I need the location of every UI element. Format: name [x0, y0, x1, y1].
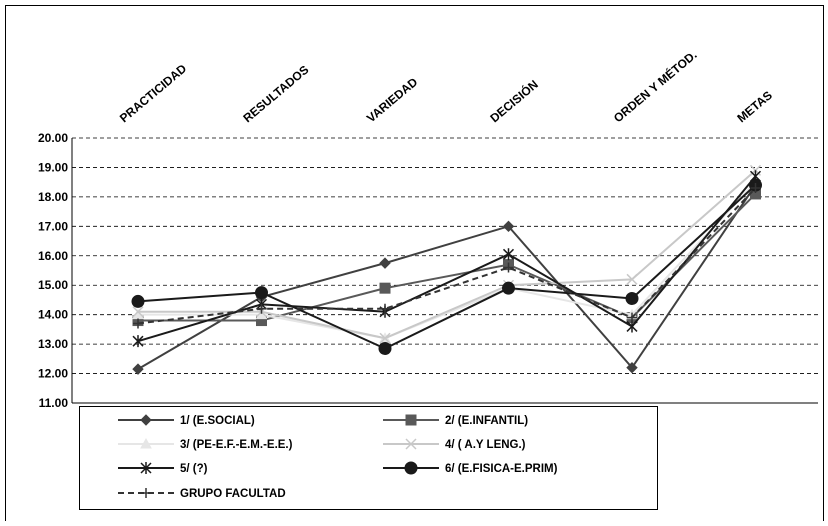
legend-swatch-marker [405, 438, 417, 450]
y-tick-label: 14.00 [38, 308, 68, 322]
point-6-e-fisica-e-prim-decision [502, 281, 515, 295]
series-line-grupo-facultad [137, 187, 757, 325]
point-5-decision [502, 248, 515, 261]
point-grupo-facultad-metas [750, 183, 761, 194]
legend-label: 5/ (?) [180, 463, 208, 475]
legend-item-3-pe-e-f-e-m-e-e: 3/ (PE-E.F.-E.M.-E.E.) [118, 437, 293, 451]
point-4-a-y-leng-practicidad [132, 306, 144, 318]
legend-item-2-e-infantil: 2/ (E.INFANTIL) [383, 414, 528, 427]
category-label-resultados: RESULTADOS [240, 63, 311, 126]
series-line-2-e-infantil [138, 193, 757, 322]
point-6-e-fisica-e-prim-practicidad [131, 294, 145, 308]
point-6-e-fisica-e-prim-resultados [255, 286, 268, 300]
y-tick-label: 19.00 [38, 160, 68, 174]
series-2-e-infantil [132, 188, 761, 327]
point-2-e-infantil-variedad [379, 282, 391, 294]
series-line-3-pe-e-f-e-m-e-e [138, 181, 757, 340]
legend-label: 6/ (E.FISICA-E.PRIM) [445, 463, 558, 475]
legend-item-6-e-fisica-e-prim: 6/ (E.FISICA-E.PRIM) [383, 461, 558, 475]
y-tick-label: 18.00 [38, 190, 68, 204]
legend-swatch-marker [140, 462, 152, 474]
point-6-e-fisica-e-prim-orden-y-metod [625, 291, 639, 305]
category-label-orden-y-metod: ORDEN Y MÉTOD. [610, 47, 699, 125]
legend-box [79, 406, 658, 510]
series-line-5 [137, 175, 757, 343]
category-label-decision: DECISIÓN [487, 77, 541, 126]
y-tick-label: 11.00 [39, 396, 69, 410]
y-tick-label: 13.00 [38, 337, 68, 351]
y-tick-label: 15.00 [38, 278, 68, 292]
point-1-e-social-orden-y-metod [626, 361, 638, 374]
series-grupo-facultad [133, 183, 761, 329]
series-line-6-e-fisica-e-prim [137, 184, 757, 350]
point-4-a-y-leng-orden-y-metod [626, 273, 638, 285]
point-grupo-facultad-orden-y-metod [627, 312, 637, 323]
legend-label: 2/ (E.INFANTIL) [445, 415, 528, 427]
legend-item-grupo-facultad: GRUPO FACULTAD [118, 488, 286, 500]
category-label-practicidad: PRACTICIDAD [117, 61, 190, 125]
category-label-variedad: VARIEDAD [364, 75, 421, 126]
point-grupo-facultad-variedad [380, 303, 390, 314]
y-tick-label: 17.00 [38, 219, 68, 233]
legend-label: 1/ (E.SOCIAL) [180, 415, 255, 427]
series-layer [131, 164, 762, 375]
point-5-practicidad [132, 335, 144, 348]
y-axis-ticks: 11.00 12.00 13.00 14.00 15.00 16.00 17.00 18.00… [38, 131, 68, 410]
legend-swatch-marker [141, 488, 151, 498]
y-tick-label: 16.00 [38, 249, 68, 263]
legend-item-1-e-social: 1/ (E.SOCIAL) [118, 414, 255, 427]
point-1-e-social-practicidad [132, 363, 144, 375]
point-grupo-facultad-practicidad [133, 318, 143, 329]
point-grupo-facultad-decision [503, 262, 514, 273]
y-tick-label: 12.00 [38, 367, 68, 381]
legend-label: GRUPO FACULTAD [180, 488, 286, 500]
legend-item-4-a-y-leng: 4/ ( A.Y LENG.) [383, 438, 526, 451]
point-grupo-facultad-resultados [256, 303, 267, 314]
grid [71, 137, 818, 404]
category-labels: PRACTICIDAD RESULTADOS VARIEDAD DECISIÓN ORD… [117, 47, 775, 125]
point-6-e-fisica-e-prim-variedad [378, 342, 392, 356]
point-1-e-social-decision [502, 220, 515, 233]
point-4-a-y-leng-variedad [379, 332, 391, 344]
legend-swatch-marker [404, 461, 418, 475]
legend-swatch-marker [140, 437, 152, 449]
category-label-metas: METAS [734, 88, 774, 125]
series-6-e-fisica-e-prim [131, 178, 762, 356]
y-tick-label: 20.00 [38, 131, 68, 145]
legend: 1/ (E.SOCIAL) 2/ (E.INFANTIL) 3/ (PE-E.F.-… [79, 406, 658, 510]
legend-swatch-marker [405, 414, 417, 426]
legend-label: 3/ (PE-E.F.-E.M.-E.E.) [180, 439, 293, 451]
legend-label: 4/ ( A.Y LENG.) [445, 439, 526, 451]
point-1-e-social-variedad [379, 257, 391, 269]
series-line-1-e-social [137, 184, 757, 371]
legend-item-5: 5/ (?) [118, 462, 208, 475]
legend-swatch-marker [140, 414, 152, 426]
